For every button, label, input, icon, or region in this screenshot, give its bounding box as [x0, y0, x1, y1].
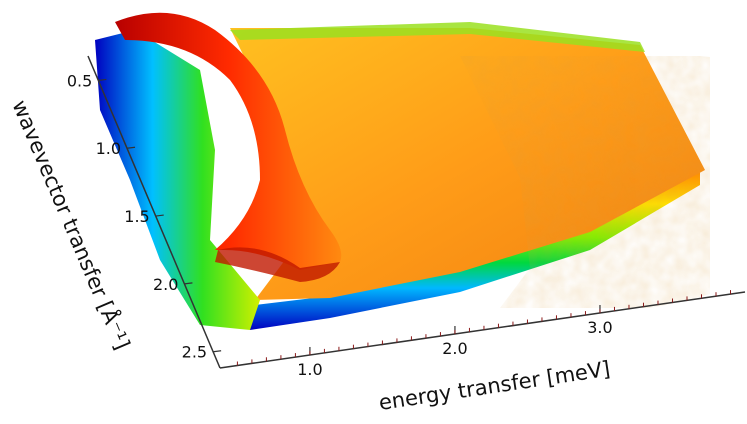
y-tick-mark — [126, 146, 136, 149]
surface-ridge — [115, 12, 342, 270]
y-tick-label: 2.5 — [182, 343, 207, 362]
y-tick-mark — [184, 282, 193, 285]
y-tick-mark — [213, 350, 222, 353]
y-tick-label: 1.0 — [96, 139, 121, 158]
surface-ridge-shadow — [215, 247, 340, 282]
x-axis-title: energy transfer [meV] — [377, 357, 612, 415]
y-axis-line — [87, 55, 221, 369]
y-tick-label: 0.5 — [67, 71, 92, 90]
axes: 0.5 1.0 1.5 2.0 2.5 1.0 2.0 3.0 — [67, 55, 746, 379]
y-axis-ticks: 0.5 1.0 1.5 2.0 2.5 — [67, 71, 222, 362]
x-tick-label: 3.0 — [587, 318, 612, 337]
surface-body — [95, 12, 710, 330]
y-tick-mark — [98, 78, 107, 82]
y-tick-mark — [155, 214, 164, 217]
x-axis-ticks: 1.0 2.0 3.0 — [297, 304, 613, 379]
surface-front-edge — [210, 162, 700, 330]
y-tick-label: 2.0 — [153, 275, 178, 294]
x-axis-minor-ticks — [236, 290, 731, 366]
x-axis-line — [219, 291, 746, 369]
x-tick-label: 2.0 — [442, 339, 467, 358]
x-tick-label: 1.0 — [297, 360, 322, 379]
y-tick-label: 1.5 — [124, 207, 149, 226]
surface-back-rim — [230, 22, 645, 52]
